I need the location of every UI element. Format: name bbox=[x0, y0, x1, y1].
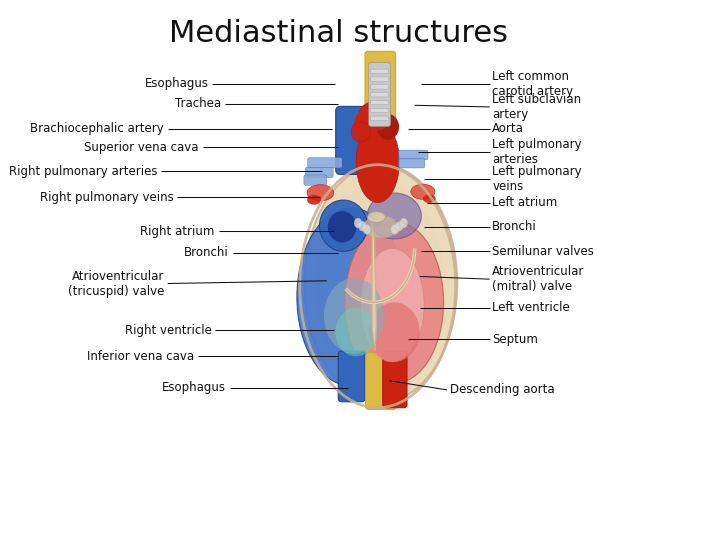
FancyBboxPatch shape bbox=[399, 150, 428, 160]
Text: Right ventricle: Right ventricle bbox=[125, 324, 212, 337]
FancyBboxPatch shape bbox=[304, 175, 327, 185]
Ellipse shape bbox=[324, 278, 384, 354]
FancyBboxPatch shape bbox=[307, 158, 342, 168]
FancyBboxPatch shape bbox=[305, 167, 333, 178]
Text: Aorta: Aorta bbox=[492, 122, 524, 135]
Text: Left ventricle: Left ventricle bbox=[492, 301, 570, 314]
Ellipse shape bbox=[345, 221, 444, 383]
Text: Septum: Septum bbox=[492, 333, 538, 346]
Ellipse shape bbox=[297, 208, 405, 386]
FancyBboxPatch shape bbox=[336, 106, 366, 174]
Ellipse shape bbox=[411, 184, 435, 199]
Text: Bronchi: Bronchi bbox=[492, 220, 537, 233]
Text: Left atrium: Left atrium bbox=[492, 196, 557, 209]
Text: Atrioventricular
(tricuspid) valve: Atrioventricular (tricuspid) valve bbox=[68, 269, 164, 298]
Text: Inferior vena cava: Inferior vena cava bbox=[87, 350, 194, 363]
Text: Superior vena cava: Superior vena cava bbox=[84, 141, 199, 154]
Text: Right pulmonary arteries: Right pulmonary arteries bbox=[9, 165, 158, 178]
Ellipse shape bbox=[423, 194, 436, 203]
Text: Esophagus: Esophagus bbox=[162, 381, 226, 394]
Ellipse shape bbox=[307, 185, 334, 201]
Ellipse shape bbox=[391, 225, 399, 234]
FancyBboxPatch shape bbox=[371, 93, 389, 97]
Ellipse shape bbox=[328, 211, 356, 242]
Text: Left pulmonary
arteries: Left pulmonary arteries bbox=[492, 138, 582, 166]
Ellipse shape bbox=[315, 182, 445, 393]
FancyBboxPatch shape bbox=[371, 108, 389, 113]
Ellipse shape bbox=[354, 109, 379, 139]
Text: Left common
carotid artery: Left common carotid artery bbox=[492, 70, 573, 98]
Polygon shape bbox=[372, 219, 377, 351]
Text: Trachea: Trachea bbox=[175, 97, 221, 110]
Ellipse shape bbox=[367, 212, 385, 222]
FancyBboxPatch shape bbox=[365, 51, 395, 127]
FancyBboxPatch shape bbox=[371, 77, 389, 81]
Ellipse shape bbox=[336, 308, 377, 356]
Ellipse shape bbox=[367, 193, 421, 239]
FancyBboxPatch shape bbox=[371, 100, 389, 105]
Ellipse shape bbox=[361, 248, 424, 362]
FancyBboxPatch shape bbox=[371, 69, 389, 73]
Text: Mediastinal structures: Mediastinal structures bbox=[168, 19, 508, 48]
Text: Atrioventricular
(mitral) valve: Atrioventricular (mitral) valve bbox=[492, 265, 585, 293]
Ellipse shape bbox=[395, 221, 403, 231]
FancyBboxPatch shape bbox=[371, 85, 389, 89]
Ellipse shape bbox=[364, 215, 398, 238]
Text: Brachiocephalic artery: Brachiocephalic artery bbox=[30, 122, 164, 135]
Ellipse shape bbox=[400, 218, 408, 228]
Text: Right atrium: Right atrium bbox=[140, 225, 215, 238]
FancyBboxPatch shape bbox=[399, 158, 425, 168]
Ellipse shape bbox=[369, 302, 420, 362]
Ellipse shape bbox=[363, 225, 371, 234]
Text: Left subclavian
artery: Left subclavian artery bbox=[492, 93, 581, 121]
Ellipse shape bbox=[305, 165, 457, 402]
Ellipse shape bbox=[377, 114, 399, 140]
Ellipse shape bbox=[351, 122, 370, 142]
Ellipse shape bbox=[307, 195, 321, 205]
FancyBboxPatch shape bbox=[371, 116, 389, 120]
Text: Bronchi: Bronchi bbox=[184, 246, 229, 259]
Ellipse shape bbox=[359, 221, 366, 231]
FancyBboxPatch shape bbox=[369, 63, 390, 126]
Text: Descending aorta: Descending aorta bbox=[449, 383, 554, 396]
Text: Esophagus: Esophagus bbox=[145, 77, 209, 90]
FancyBboxPatch shape bbox=[338, 351, 365, 402]
Ellipse shape bbox=[354, 218, 362, 228]
Text: Semilunar valves: Semilunar valves bbox=[492, 245, 594, 258]
Text: Right pulmonary veins: Right pulmonary veins bbox=[40, 191, 174, 204]
Ellipse shape bbox=[356, 122, 400, 202]
Text: Left pulmonary
veins: Left pulmonary veins bbox=[492, 165, 582, 193]
Ellipse shape bbox=[358, 101, 391, 131]
Ellipse shape bbox=[320, 200, 367, 252]
FancyBboxPatch shape bbox=[366, 353, 396, 409]
FancyBboxPatch shape bbox=[383, 351, 407, 408]
